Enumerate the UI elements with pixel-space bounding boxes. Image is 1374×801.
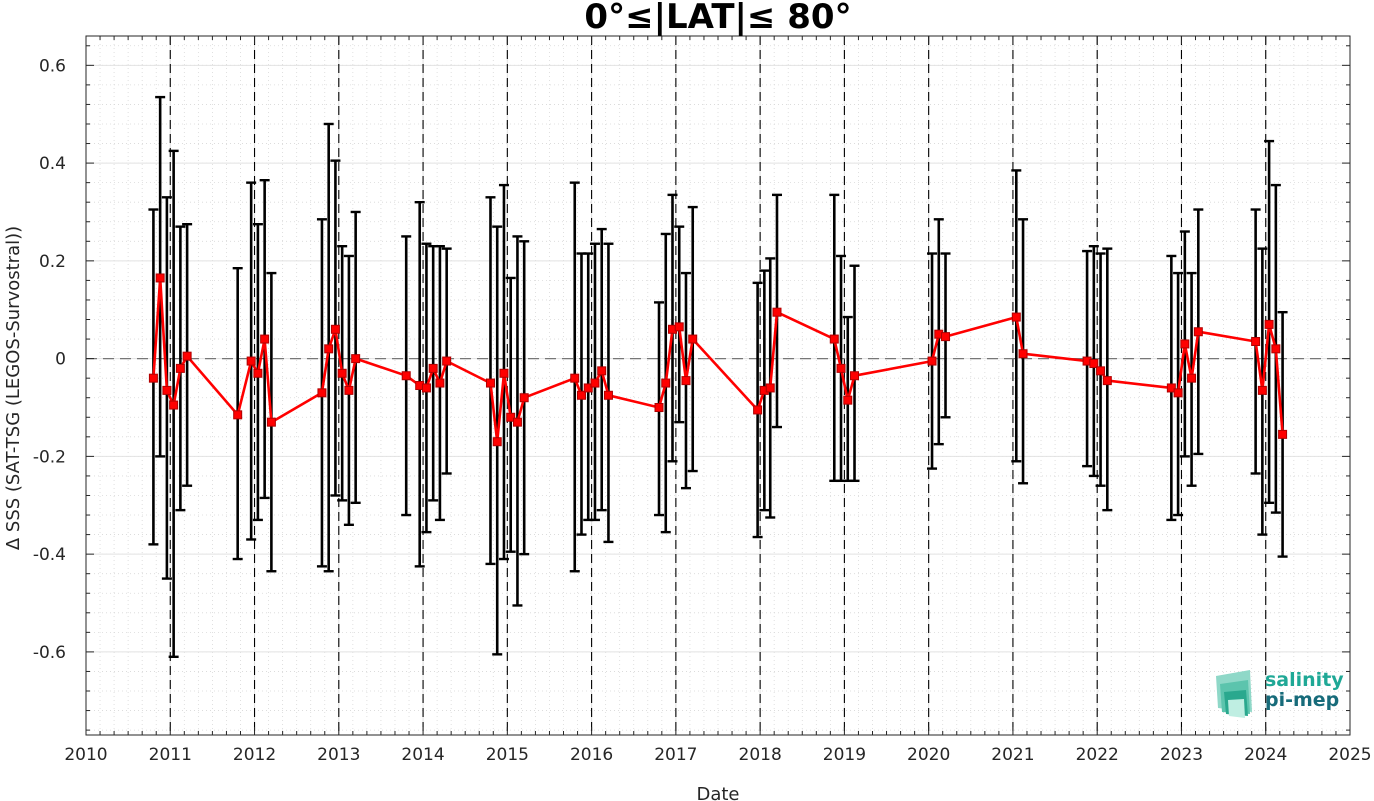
x-tick-label: 2015 xyxy=(486,745,529,765)
y-tick-label: 0.2 xyxy=(39,252,66,272)
data-point-marker xyxy=(233,410,243,420)
data-point-marker xyxy=(576,390,586,400)
data-point-marker xyxy=(843,395,853,405)
data-point-marker xyxy=(1102,376,1112,386)
data-point-marker xyxy=(175,363,185,373)
y-tick-label: 0.6 xyxy=(39,56,66,76)
series-line xyxy=(148,273,1288,447)
x-tick-label: 2014 xyxy=(401,745,444,765)
data-point-marker xyxy=(1166,383,1176,393)
data-point-marker xyxy=(246,356,256,366)
data-point-marker xyxy=(850,371,860,381)
x-tick-label: 2022 xyxy=(1076,745,1119,765)
data-point-marker xyxy=(519,393,529,403)
data-point-marker xyxy=(753,405,763,415)
data-point-marker xyxy=(1251,337,1261,347)
logo-text-pimep: pi-mep xyxy=(1265,689,1339,711)
data-point-marker xyxy=(765,383,775,393)
x-tick-label: 2013 xyxy=(317,745,360,765)
data-point-marker xyxy=(1173,388,1183,398)
data-point-marker xyxy=(1193,327,1203,337)
y-tick-label: -0.2 xyxy=(33,447,66,467)
data-point-marker xyxy=(512,417,522,427)
x-tick-label: 2017 xyxy=(654,745,697,765)
data-point-marker xyxy=(169,400,179,410)
x-tick-label: 2011 xyxy=(149,745,192,765)
x-tick-label: 2019 xyxy=(823,745,866,765)
data-point-marker xyxy=(941,332,951,342)
data-point-marker xyxy=(681,376,691,386)
x-axis-label: Date xyxy=(696,784,739,801)
data-point-marker xyxy=(428,363,438,373)
data-point-marker xyxy=(506,412,516,422)
data-point-marker xyxy=(253,368,263,378)
data-point-marker xyxy=(442,356,452,366)
data-point-marker xyxy=(1180,339,1190,349)
x-tick-label: 2020 xyxy=(907,745,950,765)
data-point-marker xyxy=(485,378,495,388)
logo-waves-icon xyxy=(1216,670,1252,718)
data-point-marker xyxy=(1278,429,1288,439)
x-tick-label: 2012 xyxy=(233,745,276,765)
data-point-marker xyxy=(162,385,172,395)
data-point-marker xyxy=(836,363,846,373)
data-point-marker xyxy=(597,366,607,376)
x-tick-label: 2021 xyxy=(991,745,1034,765)
data-point-marker xyxy=(330,324,340,334)
data-point-marker xyxy=(1089,359,1099,369)
data-point-marker xyxy=(324,344,334,354)
data-point-marker xyxy=(337,368,347,378)
y-tick-label: -0.4 xyxy=(33,545,66,565)
y-tick-label: -0.6 xyxy=(33,643,66,663)
data-point-marker xyxy=(603,390,613,400)
data-point-marker xyxy=(492,437,502,447)
logo-text-salinity: salinity xyxy=(1265,669,1344,691)
data-point-marker xyxy=(1187,373,1197,383)
logo: salinity pi-mep xyxy=(1216,669,1344,718)
data-point-marker xyxy=(148,373,158,383)
x-tick-label: 2010 xyxy=(64,745,107,765)
y-axis-label: Δ SSS (SAT-TSG (LEGOS-Survostral)) xyxy=(3,226,24,550)
data-point-marker xyxy=(182,351,192,361)
data-point-marker xyxy=(421,383,431,393)
data-point-marker xyxy=(674,322,684,332)
x-tick-label: 2025 xyxy=(1328,745,1371,765)
data-point-marker xyxy=(1011,312,1021,322)
data-point-marker xyxy=(1271,344,1281,354)
y-tick-label: 0 xyxy=(55,350,66,370)
tick-labels: 2010 2011 2012 2013 2014 2015 2016 2017 2018 2019… xyxy=(33,56,1372,765)
data-point-marker xyxy=(155,273,165,283)
data-point-marker xyxy=(1096,366,1106,376)
data-point-marker xyxy=(1257,385,1267,395)
data-point-marker xyxy=(317,388,327,398)
data-point-marker xyxy=(570,373,580,383)
data-point-marker xyxy=(1018,349,1028,359)
data-point-marker xyxy=(688,334,698,344)
data-point-marker xyxy=(583,383,593,393)
data-point-marker xyxy=(351,354,361,364)
grid xyxy=(85,36,1351,735)
data-point-marker xyxy=(654,402,664,412)
data-point-marker xyxy=(772,307,782,317)
data-point-marker xyxy=(829,334,839,344)
data-point-marker xyxy=(344,385,354,395)
data-point-marker xyxy=(260,334,270,344)
data-point-marker xyxy=(590,378,600,388)
data-point-marker xyxy=(401,371,411,381)
data-point-marker xyxy=(1264,319,1274,329)
data-point-marker xyxy=(266,417,276,427)
data-point-marker xyxy=(499,368,509,378)
data-point-marker xyxy=(435,378,445,388)
x-tick-label: 2018 xyxy=(739,745,782,765)
x-tick-label: 2016 xyxy=(570,745,613,765)
x-tick-label: 2024 xyxy=(1244,745,1287,765)
x-tick-label: 2023 xyxy=(1160,745,1203,765)
data-point-marker xyxy=(927,356,937,366)
data-point-marker xyxy=(661,378,671,388)
chart-title: 0°≤|LAT|≤ 80° xyxy=(584,0,851,37)
y-tick-label: 0.4 xyxy=(39,154,66,174)
axes xyxy=(85,35,1351,736)
